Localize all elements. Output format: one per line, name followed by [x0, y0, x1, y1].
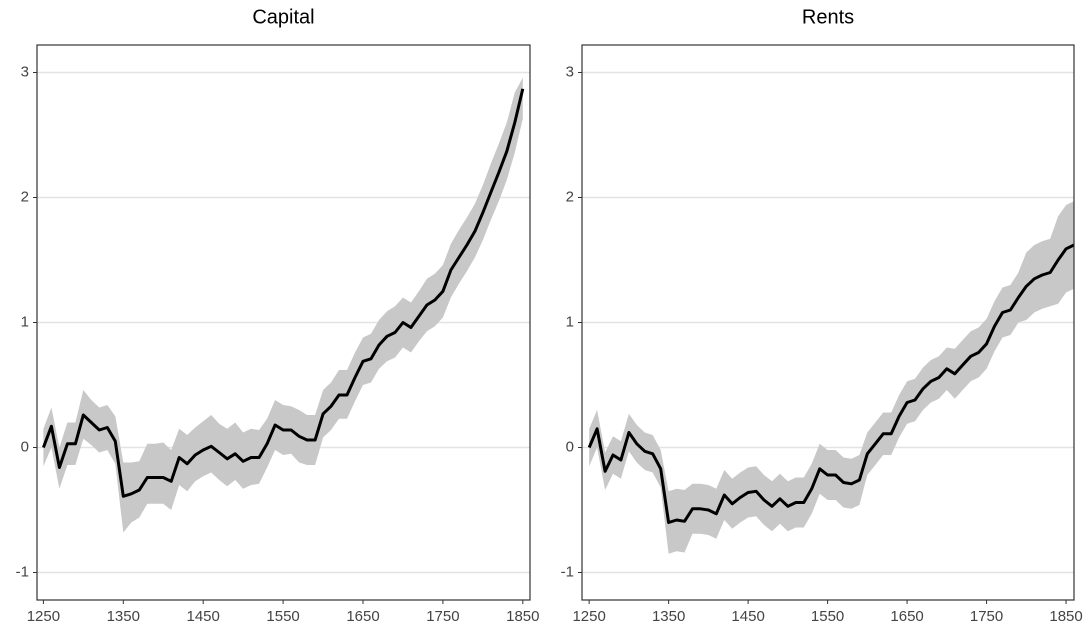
- x-tick-label: 1750: [426, 608, 459, 625]
- x-tick-label: 1350: [107, 608, 140, 625]
- y-tick-label: 3: [566, 63, 574, 80]
- line: [41, 88, 525, 498]
- line: [587, 243, 1075, 524]
- confidence-band: [43, 77, 523, 533]
- x-tick-label: 1850: [1049, 608, 1082, 625]
- x-tick-label: 1250: [27, 608, 60, 625]
- panel-title: Rents: [802, 6, 854, 28]
- confidence-band: [589, 201, 1074, 554]
- x-tick-label: 1350: [652, 608, 685, 625]
- y-tick-label: -1: [561, 563, 574, 580]
- y-tick-label: 1: [566, 313, 574, 330]
- y-tick-label: -1: [16, 563, 29, 580]
- x-tick-label: 1550: [266, 608, 299, 625]
- y-tick-label: 0: [566, 438, 574, 455]
- x-tick-label: 1250: [572, 608, 605, 625]
- y-tick-label: 2: [566, 188, 574, 205]
- panel-border: [581, 44, 1075, 601]
- y-tick-label: 1: [21, 313, 29, 330]
- x-tick-label: 1550: [811, 608, 844, 625]
- y-tick-label: 0: [21, 438, 29, 455]
- y-tick-label: 2: [21, 188, 29, 205]
- y-tick-label: 3: [21, 63, 29, 80]
- x-tick-label: 1850: [506, 608, 539, 625]
- panel-border: [36, 44, 531, 601]
- x-tick-label: 1450: [187, 608, 220, 625]
- x-tick-label: 1450: [731, 608, 764, 625]
- x-tick-label: 1750: [970, 608, 1003, 625]
- x-tick-label: 1650: [346, 608, 379, 625]
- x-tick-label: 1650: [890, 608, 923, 625]
- panel-title: Capital: [252, 6, 314, 28]
